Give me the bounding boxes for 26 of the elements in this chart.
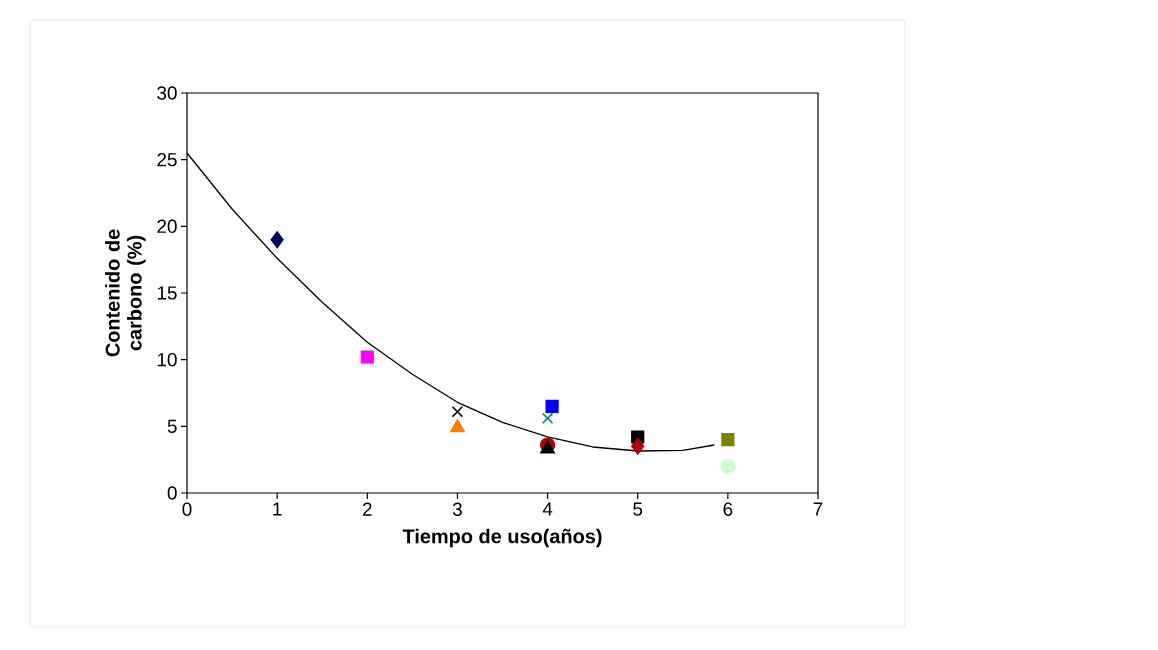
x-tick-label: 7	[813, 502, 823, 516]
y-tick-label: 20	[157, 219, 177, 234]
y-tick-label: 0	[167, 486, 177, 500]
x-tick-label: 1	[273, 502, 282, 516]
y-tick-label: 25	[157, 152, 177, 167]
y-axis-title: Contenido de carbono (%)	[105, 229, 146, 357]
point	[631, 437, 645, 455]
y-tick-label: 30	[157, 86, 177, 100]
y-tick-label: 15	[157, 286, 177, 300]
point	[360, 350, 374, 364]
point	[721, 433, 735, 447]
x-tick-label: 6	[723, 502, 733, 516]
point	[541, 412, 554, 425]
x-tick-label: 5	[633, 502, 643, 516]
y-tick-label: 5	[167, 419, 177, 433]
x-tick-label: 0	[182, 502, 192, 516]
point	[545, 399, 559, 413]
point	[449, 419, 465, 433]
x-axis-title: Tiempo de uso(años)	[402, 528, 602, 548]
x-tick-label: 2	[362, 502, 372, 516]
y-tick-label: 10	[157, 352, 177, 367]
x-tick-label: 4	[542, 502, 553, 516]
point	[270, 231, 284, 249]
x-tick-label: 3	[452, 502, 462, 516]
point	[451, 405, 464, 418]
point	[720, 458, 736, 474]
